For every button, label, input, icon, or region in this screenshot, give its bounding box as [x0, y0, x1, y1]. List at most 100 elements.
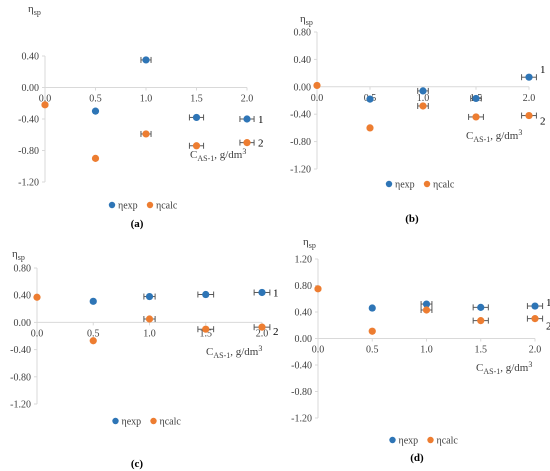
y-tick-label: 0.40 [22, 52, 40, 63]
y-tick-label: -0.80 [290, 137, 311, 148]
exp-point [531, 302, 539, 310]
y-tick-label: -0.40 [10, 345, 31, 356]
y-axis-label: ηsp [12, 248, 25, 262]
y-tick-label: 0.00 [22, 83, 40, 94]
panel-caption: (d) [410, 452, 424, 464]
x-tick-label: 1.0 [143, 328, 156, 339]
panel-caption: (b) [405, 213, 419, 225]
curve-label-2: 2 [546, 321, 550, 333]
legend-label-calc: ηcalc [156, 201, 178, 212]
legend-marker-exp [112, 417, 119, 425]
legend-label-exp: ηexp [118, 201, 138, 212]
x-axis-label: CAS-1, g/dm3 [206, 344, 262, 360]
legend: ηexp ηcalc [385, 180, 455, 191]
y-tick-label: 0.80 [295, 281, 313, 292]
y-tick-label: -0.80 [18, 146, 39, 157]
y-tick-label: -0.40 [290, 110, 311, 121]
chart-panel-b: 0.800.400.00-0.40-0.80-1.200.00.51.01.52… [290, 13, 545, 225]
exp-point [142, 56, 150, 64]
y-tick-label: 1.20 [295, 255, 313, 266]
exp-point [145, 292, 154, 301]
y-tick-label: 0.80 [294, 28, 312, 39]
curve-label-1: 1 [258, 114, 264, 126]
curve-label-2: 2 [258, 138, 264, 150]
calc-point [422, 306, 431, 314]
exp-point [89, 297, 97, 305]
calc-point [368, 327, 376, 335]
y-tick-label: -0.80 [291, 387, 312, 398]
legend-label-exp: ηexp [395, 180, 415, 191]
panel-caption: (a) [131, 218, 144, 230]
y-tick-label: 0.00 [14, 318, 32, 329]
exp-point [472, 94, 480, 103]
calc-point [192, 142, 201, 150]
x-axis-label: CAS-1, g/dm3 [190, 147, 246, 163]
calc-point [243, 139, 251, 147]
exp-point [258, 288, 266, 297]
x-tick-label: 1.5 [475, 345, 488, 356]
chart-panel-a: 0.40 0.00 -0.40 -0.80 -1.20 0.0 0.5 1.0 1.5 2.0 ηs… [18, 3, 263, 230]
x-tick-label: 1.0 [140, 94, 153, 105]
x-tick-label: 2.0 [256, 328, 269, 339]
x-tick-label: 1.5 [200, 328, 213, 339]
x-tick-label: 0.5 [87, 328, 100, 339]
exp-point [91, 107, 100, 115]
legend-marker-exp [389, 436, 396, 444]
exp-point [419, 87, 427, 95]
exp-point [525, 73, 533, 81]
legend-marker-calc [146, 201, 154, 209]
y-tick-label: 0.00 [294, 82, 312, 93]
curve-label-1: 1 [540, 64, 546, 76]
chart-panel-d: 1.20 0.80 0.40 0.00 -0.40 -0.80 -1.20 0.0 0.5 1.0… [291, 236, 550, 464]
x-tick-label: 1.0 [417, 93, 430, 104]
curve-label-2: 2 [273, 326, 279, 338]
exp-point [243, 115, 251, 123]
legend: ηexp ηcalc [112, 417, 181, 428]
y-tick-label: -1.20 [290, 165, 311, 176]
calc-point [91, 154, 100, 162]
x-tick-label: 0.0 [311, 93, 324, 104]
y-tick-label: 0.80 [14, 264, 32, 275]
y-tick-label: -1.20 [18, 178, 39, 189]
legend: ηexp ηcalc [389, 436, 458, 447]
y-axis-label: ηsp [303, 236, 316, 250]
x-axis-label: CAS-1, g/dm3 [476, 360, 532, 376]
calc-point [477, 317, 485, 325]
x-tick-label: 1.5 [190, 94, 203, 105]
chart-panel-c: 0.80 0.40 0.00 -0.40 -0.80 -1.20 0.0 0.5 1.0 1.5 2… [10, 248, 278, 470]
calc-point [366, 124, 374, 132]
curve-label-1: 1 [546, 297, 550, 309]
legend-marker-calc [427, 436, 434, 444]
curve-label-2: 2 [540, 116, 546, 128]
calc-point [258, 323, 266, 331]
y-tick-label: -0.40 [18, 115, 39, 126]
curve-label-1: 1 [273, 287, 279, 299]
y-tick-label: -1.20 [10, 400, 31, 411]
calc-point [89, 337, 97, 345]
x-tick-label: 2.0 [241, 94, 254, 105]
legend-label-exp: ηexp [122, 417, 142, 428]
y-tick-label: 0.00 [295, 334, 313, 345]
exp-point [477, 303, 485, 311]
legend-marker-calc [423, 180, 431, 188]
exp-point [192, 113, 201, 122]
x-tick-label: 0.0 [312, 345, 325, 356]
legend-label-calc: ηcalc [160, 417, 182, 428]
legend-label-calc: ηcalc [433, 180, 455, 191]
legend-label-exp: ηexp [399, 436, 419, 447]
x-tick-label: 0.0 [39, 94, 52, 105]
calc-point [145, 315, 154, 323]
exp-point [202, 290, 210, 299]
y-tick-label: -1.20 [291, 414, 312, 425]
calc-point [142, 130, 150, 138]
legend-marker-exp [108, 201, 116, 209]
x-tick-label: 1.0 [420, 345, 433, 356]
calc-point [419, 102, 427, 110]
y-axis-label: ηsp [28, 3, 41, 17]
y-tick-label: -0.40 [291, 361, 312, 372]
panel-caption: (c) [131, 458, 144, 470]
legend: ηexp ηcalc [108, 201, 178, 212]
x-tick-label: 0.5 [89, 94, 102, 105]
legend-marker-calc [150, 417, 157, 425]
calc-point [41, 101, 49, 109]
